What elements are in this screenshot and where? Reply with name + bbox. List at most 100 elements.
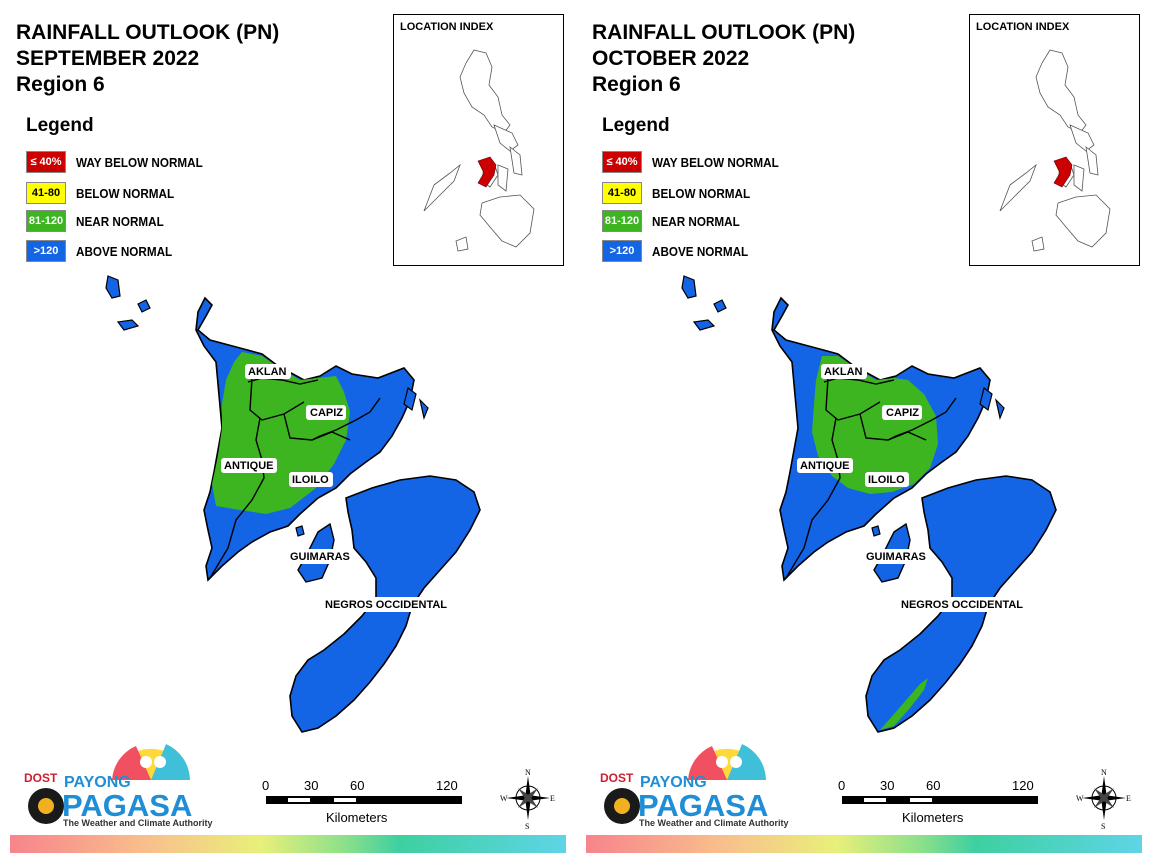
label-aklan: AKLAN [824, 366, 863, 378]
outlook-panel-september: RAINFALL OUTLOOK (PN) SEPTEMBER 2022 Reg… [10, 14, 566, 853]
legend-swatch-near: 81-120 [602, 210, 642, 232]
label-antique: ANTIQUE [224, 460, 274, 472]
legend-swatch-above: >120 [26, 240, 66, 262]
scale-tick: 30 [880, 778, 895, 793]
inset-title: LOCATION INDEX [400, 21, 494, 33]
logo-tagline: The Weather and Climate Authority [639, 818, 789, 828]
scale-tick: 0 [262, 778, 270, 793]
scale-bar: 0 30 60 120 Kilometers [258, 778, 468, 828]
umbrella-icon [604, 744, 766, 824]
location-index-inset: LOCATION INDEX [969, 14, 1140, 266]
title-line-1: RAINFALL OUTLOOK (PN) [592, 21, 856, 44]
scale-tick: 120 [436, 778, 458, 793]
scale-units: Kilometers [902, 810, 964, 825]
legend-item-below-normal: 41-80 BELOW NORMAL [26, 181, 185, 205]
north-arrow-compass: N S E W [500, 766, 556, 831]
legend-item-above-normal: >120 ABOVE NORMAL [26, 239, 183, 263]
legend-label: BELOW NORMAL [652, 185, 751, 201]
legend-label: ABOVE NORMAL [76, 243, 173, 259]
logo-pagasa: PAGASA [638, 788, 769, 823]
scale-tick: 60 [350, 778, 365, 793]
region-6-map: AKLAN CAPIZ ANTIQUE ILOILO GUIMARAS NEGR… [105, 275, 481, 733]
map-title: RAINFALL OUTLOOK (PN) SEPTEMBER 2022 Reg… [16, 20, 279, 98]
legend-title: Legend [26, 115, 94, 136]
logo-dost: DOST [600, 771, 634, 785]
philippines-outline [999, 49, 1111, 252]
scale-tick: 30 [304, 778, 319, 793]
legend-swatch-way-below: ≤ 40% [602, 151, 642, 173]
province-boundaries [785, 377, 957, 579]
compass-rose-icon: N S E W [1076, 768, 1131, 831]
legend-label: WAY BELOW NORMAL [652, 154, 779, 170]
logo-pagasa: PAGASA [62, 788, 193, 823]
compass-w: W [500, 794, 508, 803]
scale-units: Kilometers [326, 810, 388, 825]
scale-bar-graphic [842, 796, 1038, 804]
bottom-color-bar [586, 835, 1142, 853]
title-line-2: OCTOBER 2022 [592, 47, 750, 70]
compass-n: N [1101, 768, 1107, 777]
label-antique: ANTIQUE [800, 460, 850, 472]
legend-swatch-way-below: ≤ 40% [26, 151, 66, 173]
near-normal-strip-negros [880, 678, 928, 730]
label-guimaras: GUIMARAS [290, 551, 350, 563]
title-line-1: RAINFALL OUTLOOK (PN) [16, 21, 280, 44]
legend-label: ABOVE NORMAL [652, 243, 749, 259]
inset-title: LOCATION INDEX [976, 21, 1070, 33]
label-iloilo: ILOILO [292, 474, 329, 486]
scale-bar: 0 30 60 120 Kilometers [834, 778, 1044, 828]
legend-label: BELOW NORMAL [76, 185, 175, 201]
umbrella-icon [28, 744, 190, 824]
label-capiz: CAPIZ [310, 407, 343, 419]
scale-tick: 60 [926, 778, 941, 793]
scale-tick: 120 [1012, 778, 1034, 793]
legend-swatch-above: >120 [602, 240, 642, 262]
legend-item-near-normal: 81-120 NEAR NORMAL [602, 209, 750, 233]
label-negros-occidental: NEGROS OCCIDENTAL [901, 599, 1023, 611]
compass-e: E [550, 794, 555, 803]
label-capiz: CAPIZ [886, 407, 919, 419]
logo-tagline: The Weather and Climate Authority [63, 818, 213, 828]
legend-item-near-normal: 81-120 NEAR NORMAL [26, 209, 174, 233]
logo-payong: PAYONG [64, 774, 131, 791]
title-line-2: SEPTEMBER 2022 [16, 47, 200, 70]
legend-label: WAY BELOW NORMAL [76, 154, 203, 170]
map-title: RAINFALL OUTLOOK (PN) OCTOBER 2022 Regio… [592, 20, 855, 98]
small-islands [681, 275, 1005, 537]
legend-item-way-below-normal: ≤ 40% WAY BELOW NORMAL [26, 150, 217, 174]
logo-payong: PAYONG [640, 774, 707, 791]
title-line-3: Region 6 [16, 73, 105, 96]
region-6-map: AKLAN CAPIZ ANTIQUE ILOILO GUIMARAS NEGR… [681, 275, 1057, 733]
province-boundaries [209, 377, 381, 579]
legend-item-below-normal: 41-80 BELOW NORMAL [602, 181, 761, 205]
legend-swatch-below: 41-80 [26, 182, 66, 204]
north-arrow-compass: N S E W [1076, 766, 1132, 831]
legend-swatch-below: 41-80 [602, 182, 642, 204]
legend-title: Legend [602, 115, 670, 136]
scale-bar-graphic [266, 796, 462, 804]
region-6-highlight [1053, 156, 1073, 188]
compass-rose-icon: N S E W [500, 768, 555, 831]
title-line-3: Region 6 [592, 73, 681, 96]
location-index-inset: LOCATION INDEX [393, 14, 564, 266]
compass-s: S [1101, 822, 1105, 830]
legend-swatch-near: 81-120 [26, 210, 66, 232]
philippines-outline [423, 49, 535, 252]
scale-tick: 0 [838, 778, 846, 793]
compass-n: N [525, 768, 531, 777]
label-negros-occidental: NEGROS OCCIDENTAL [325, 599, 447, 611]
legend-item-way-below-normal: ≤ 40% WAY BELOW NORMAL [602, 150, 793, 174]
compass-s: S [525, 822, 529, 830]
small-islands [105, 275, 429, 537]
compass-w: W [1076, 794, 1084, 803]
outlook-panel-october: RAINFALL OUTLOOK (PN) OCTOBER 2022 Regio… [576, 0, 1152, 864]
logo-dost: DOST [24, 771, 58, 785]
legend-label: NEAR NORMAL [76, 213, 164, 229]
payong-pagasa-logo: DOST PAYONG PAGASA The Weather and Clima… [592, 740, 789, 832]
label-iloilo: ILOILO [868, 474, 905, 486]
label-aklan: AKLAN [248, 366, 287, 378]
label-guimaras: GUIMARAS [866, 551, 926, 563]
payong-pagasa-logo: DOST PAYONG PAGASA The Weather and Clima… [16, 740, 213, 832]
compass-e: E [1126, 794, 1131, 803]
legend-label: NEAR NORMAL [652, 213, 740, 229]
